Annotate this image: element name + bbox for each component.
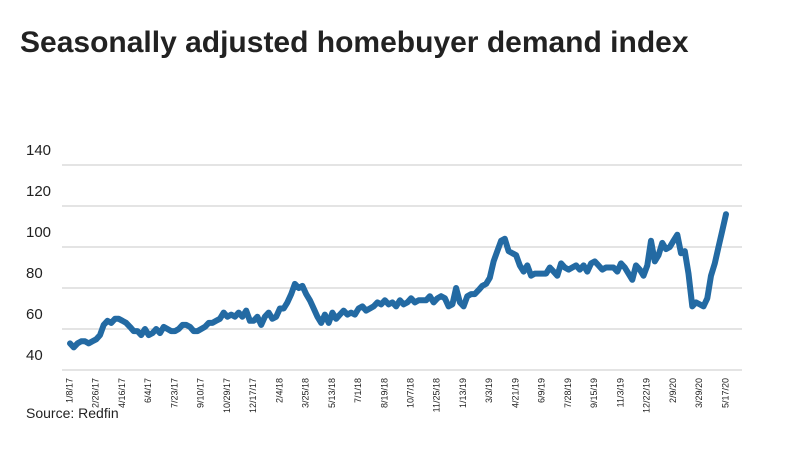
x-tick-label: 5/13/18 [327,378,337,408]
source: Source: Redfin [26,405,119,421]
chart-title: Seasonally adjusted homebuyer demand ind… [20,26,689,59]
x-tick-label: 3/29/20 [694,378,704,408]
x-tick-label: 2/9/20 [668,378,678,403]
x-tick-label: 1/8/17 [64,378,74,403]
y-tick-label: 120 [26,183,51,200]
y-tick-label: 140 [26,142,51,159]
y-tick-label: 60 [26,306,43,323]
x-tick-label: 5/17/20 [720,378,730,408]
x-tick-label: 2/26/17 [91,378,101,408]
x-tick-label: 6/4/17 [143,378,153,403]
x-tick-label: 6/9/19 [537,378,547,403]
x-tick-label: 7/1/18 [353,378,363,403]
x-tick-label: 9/10/17 [196,378,206,408]
y-tick-label: 80 [26,265,43,282]
x-tick-label: 3/25/18 [301,378,311,408]
x-tick-label: 2/4/18 [274,378,284,403]
x-tick-label: 11/25/18 [432,378,442,412]
line [67,211,729,351]
x-tick-label: 10/7/18 [405,378,415,408]
x-tick-label: 3/3/19 [484,378,494,403]
x-tick-label: 12/22/19 [642,378,652,413]
y-tick-label: 40 [26,347,43,364]
x-tick-label: 12/17/17 [248,378,258,413]
x-tick-label: 4/21/19 [510,378,520,408]
x-tick-label: 8/19/18 [379,378,389,408]
x-tick-label: 9/15/19 [589,378,599,408]
x-tick-label: 4/16/17 [117,378,127,408]
x-tick-label: 1/13/19 [458,378,468,408]
x-tick-label: 7/28/19 [563,378,573,408]
x-tick-label: 11/3/19 [615,378,625,407]
x-tick-label: 7/23/17 [169,378,179,408]
y-tick-label: 100 [26,224,51,241]
x-tick-label: 10/29/17 [222,378,232,413]
